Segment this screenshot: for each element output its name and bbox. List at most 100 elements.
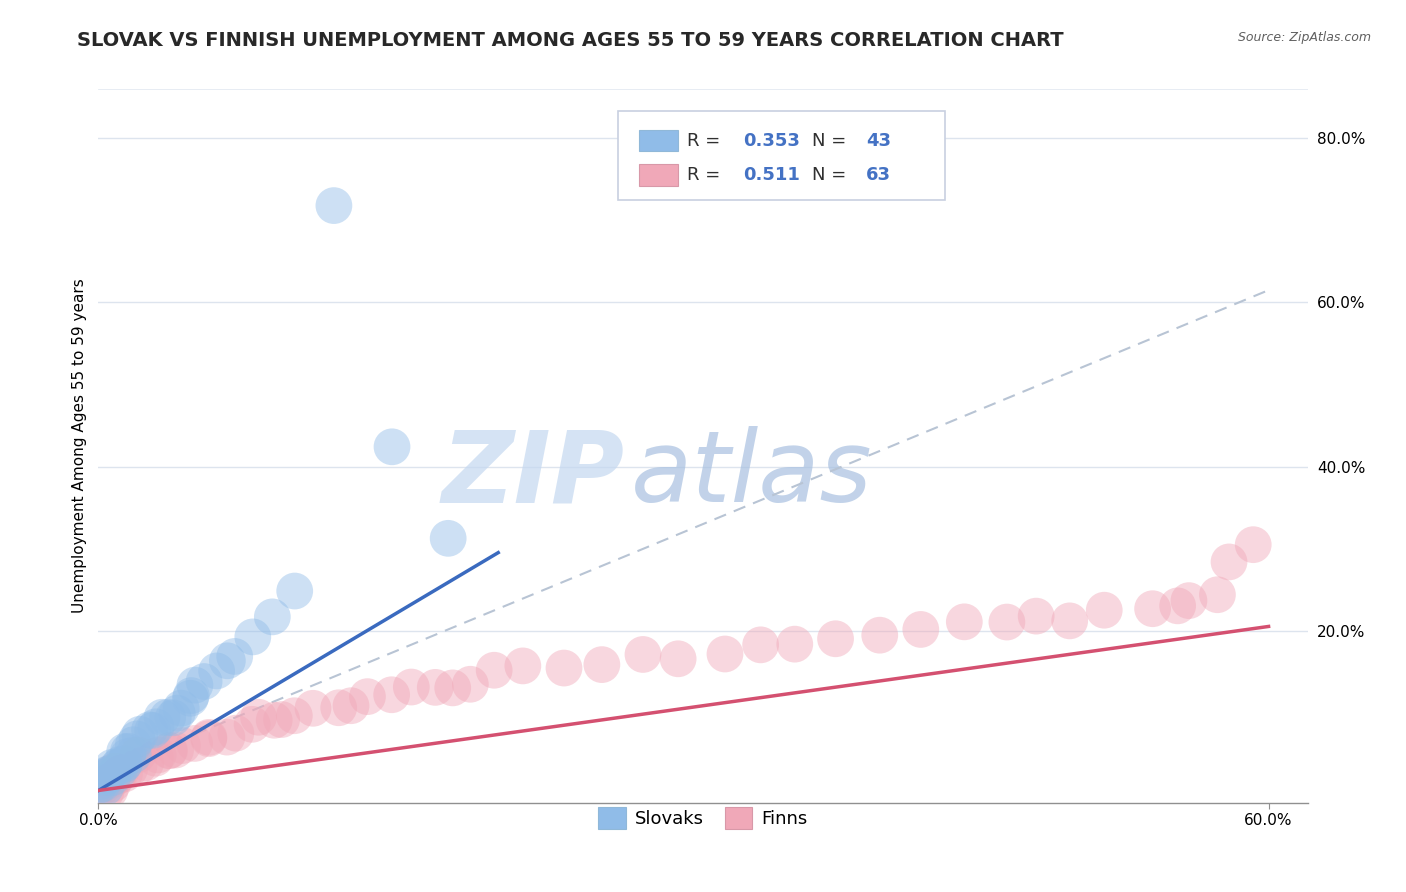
- Point: [165, 743, 187, 757]
- Point: [425, 681, 447, 695]
- Text: N =: N =: [811, 132, 852, 150]
- Point: [1167, 599, 1189, 613]
- Point: [482, 663, 505, 677]
- Point: [328, 700, 350, 714]
- Point: [591, 657, 613, 672]
- Point: [156, 710, 179, 724]
- Point: [166, 706, 188, 720]
- Point: [122, 738, 145, 752]
- Point: [1206, 588, 1229, 602]
- Point: [910, 623, 932, 637]
- Legend: Slovaks, Finns: Slovaks, Finns: [591, 800, 815, 837]
- Point: [247, 710, 270, 724]
- Point: [135, 756, 157, 770]
- Point: [122, 747, 145, 762]
- Point: [117, 749, 139, 764]
- Text: 0.511: 0.511: [742, 166, 800, 184]
- Point: [284, 584, 307, 599]
- Point: [162, 711, 184, 725]
- Point: [101, 765, 124, 780]
- Point: [1059, 614, 1081, 628]
- Point: [714, 647, 737, 661]
- Point: [953, 615, 976, 629]
- Text: R =: R =: [688, 166, 733, 184]
- Point: [87, 779, 110, 793]
- Point: [107, 760, 129, 774]
- Point: [112, 757, 135, 772]
- Point: [512, 659, 534, 673]
- Point: [184, 678, 207, 692]
- Point: [128, 759, 150, 773]
- Point: [94, 780, 117, 794]
- Point: [1025, 609, 1047, 624]
- Point: [101, 777, 124, 791]
- Y-axis label: Unemployment Among Ages 55 to 59 years: Unemployment Among Ages 55 to 59 years: [72, 278, 87, 614]
- Point: [302, 701, 325, 715]
- Point: [197, 731, 219, 746]
- Point: [783, 637, 806, 651]
- Point: [401, 680, 423, 694]
- Point: [631, 648, 654, 662]
- Bar: [638, 164, 678, 186]
- Point: [205, 664, 228, 678]
- Point: [749, 638, 772, 652]
- Point: [98, 783, 121, 797]
- Point: [270, 713, 292, 727]
- Text: N =: N =: [811, 166, 852, 184]
- Point: [1218, 555, 1240, 569]
- Point: [146, 747, 169, 762]
- Point: [97, 767, 120, 781]
- Point: [553, 661, 575, 675]
- Point: [381, 440, 404, 454]
- Bar: [638, 130, 678, 152]
- Point: [100, 772, 122, 787]
- Point: [107, 769, 129, 783]
- Point: [460, 677, 482, 691]
- Point: [108, 764, 131, 778]
- Point: [145, 720, 167, 734]
- Point: [179, 691, 201, 706]
- Text: SLOVAK VS FINNISH UNEMPLOYMENT AMONG AGES 55 TO 59 YEARS CORRELATION CHART: SLOVAK VS FINNISH UNEMPLOYMENT AMONG AGE…: [77, 31, 1064, 50]
- Point: [104, 764, 127, 778]
- Point: [183, 736, 205, 750]
- Point: [86, 783, 108, 797]
- Point: [381, 688, 404, 702]
- Point: [108, 766, 131, 780]
- Point: [666, 652, 689, 666]
- Point: [240, 717, 263, 731]
- Point: [170, 701, 193, 715]
- Point: [437, 532, 460, 546]
- Point: [150, 710, 173, 724]
- Point: [224, 649, 246, 664]
- Point: [283, 708, 305, 723]
- Point: [97, 767, 120, 781]
- Text: Source: ZipAtlas.com: Source: ZipAtlas.com: [1237, 31, 1371, 45]
- Point: [101, 771, 124, 785]
- Point: [1241, 538, 1264, 552]
- Point: [127, 747, 149, 762]
- Point: [157, 744, 180, 758]
- Point: [441, 681, 464, 695]
- Point: [142, 723, 165, 738]
- Point: [322, 198, 344, 212]
- Point: [89, 774, 111, 789]
- Point: [1142, 601, 1164, 615]
- Point: [112, 756, 135, 771]
- Point: [118, 762, 141, 776]
- Point: [138, 723, 160, 737]
- Point: [356, 690, 378, 704]
- Point: [108, 757, 131, 772]
- Point: [145, 751, 167, 765]
- Point: [114, 745, 136, 759]
- Point: [129, 727, 152, 741]
- Point: [215, 730, 238, 744]
- Point: [1092, 603, 1115, 617]
- FancyBboxPatch shape: [619, 111, 945, 200]
- Point: [995, 615, 1018, 629]
- Point: [180, 689, 202, 703]
- Text: ZIP: ZIP: [441, 426, 624, 523]
- Text: 63: 63: [866, 166, 891, 184]
- Point: [193, 674, 215, 689]
- Text: atlas: atlas: [630, 426, 872, 523]
- Point: [101, 760, 124, 774]
